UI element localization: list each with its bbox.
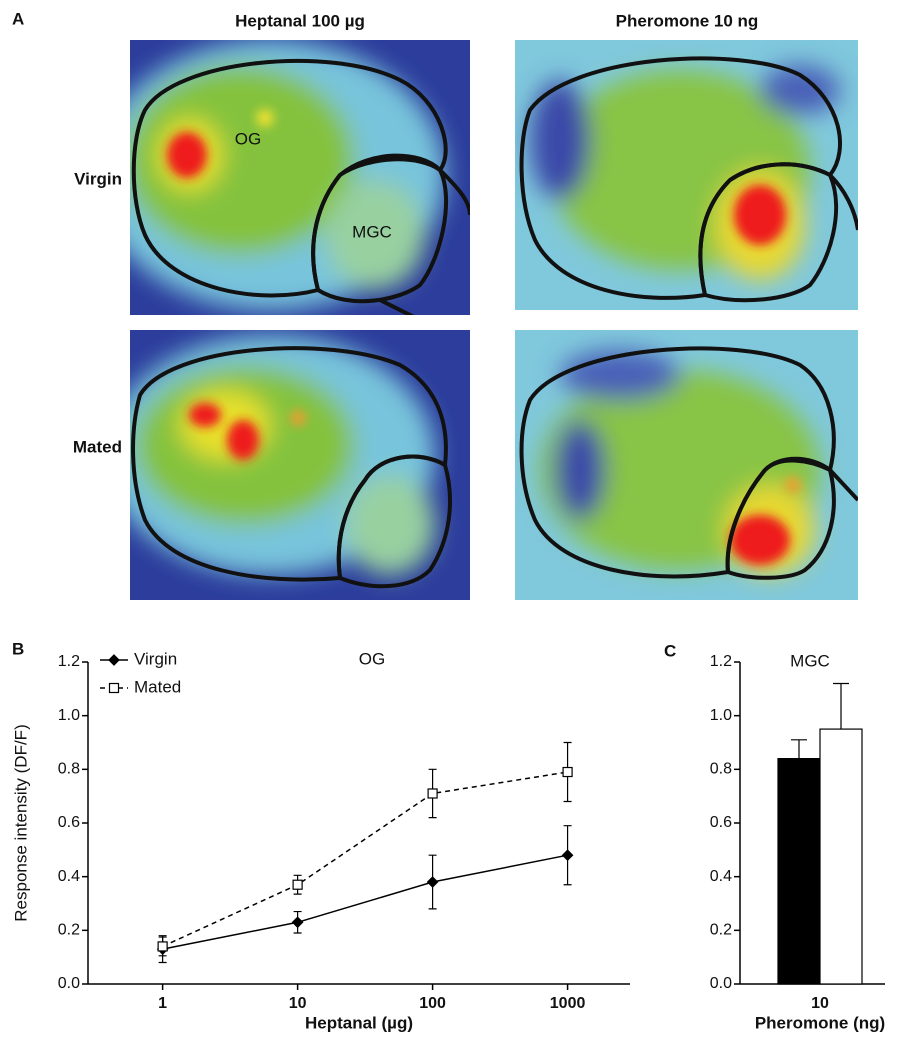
error-bar (833, 682, 849, 730)
error-bar (791, 739, 807, 759)
x-tick-label: 10 (289, 995, 307, 1012)
marker (291, 916, 304, 929)
y-tick-label: 0.4 (58, 868, 80, 885)
y-tick-label: 0.6 (710, 814, 732, 831)
y-tick-label: 0.8 (710, 761, 732, 778)
row-heading: Mated (73, 437, 122, 456)
marker (108, 654, 120, 666)
marker (108, 682, 120, 694)
x-axis-label: Pheromone (ng) (755, 1013, 885, 1032)
marker (561, 849, 574, 862)
x-tick-label: 10 (811, 995, 829, 1012)
chart-title: MGC (790, 651, 830, 670)
heatmap (515, 330, 858, 600)
y-tick-label: 0.6 (58, 814, 80, 831)
y-tick-label: 1.0 (710, 707, 732, 724)
marker (157, 941, 168, 952)
y-tick-label: 0.2 (58, 922, 80, 939)
marker (426, 876, 439, 888)
series-line (162, 854, 568, 950)
heatmap (515, 40, 858, 310)
x-axis-label: Heptanal (µg) (305, 1013, 413, 1032)
legend-label: Mated (134, 677, 181, 696)
heatmap (130, 40, 470, 315)
x-tick-label: 1000 (550, 995, 586, 1012)
marker (292, 879, 303, 890)
y-tick-label: 0.8 (58, 761, 80, 778)
panel-label: B (12, 639, 24, 658)
series-line (162, 771, 568, 948)
bar (777, 757, 821, 985)
row-heading: Virgin (74, 169, 122, 188)
region-label: OG (235, 129, 261, 148)
y-tick-label: 0.4 (710, 868, 732, 885)
y-tick-label: 0.0 (710, 975, 732, 992)
legend-label: Virgin (134, 649, 177, 668)
marker (427, 788, 438, 799)
heatmap (130, 330, 470, 600)
y-tick-label: 1.2 (58, 653, 80, 670)
chart-title: OG (359, 649, 385, 668)
y-axis-label: Response intensity (DF/F) (11, 724, 30, 921)
column-heading: Pheromone 10 ng (616, 11, 759, 30)
y-tick-label: 1.2 (710, 653, 732, 670)
panel-label: C (664, 641, 676, 660)
bar (819, 728, 863, 985)
y-tick-label: 0.2 (710, 922, 732, 939)
y-tick-label: 0.0 (58, 975, 80, 992)
x-tick-label: 100 (419, 995, 446, 1012)
region-label: MGC (352, 222, 392, 241)
y-tick-label: 1.0 (58, 707, 80, 724)
panel-label: A (12, 9, 24, 28)
x-tick-label: 1 (158, 995, 167, 1012)
column-heading: Heptanal 100 µg (235, 11, 365, 30)
marker (562, 766, 573, 778)
